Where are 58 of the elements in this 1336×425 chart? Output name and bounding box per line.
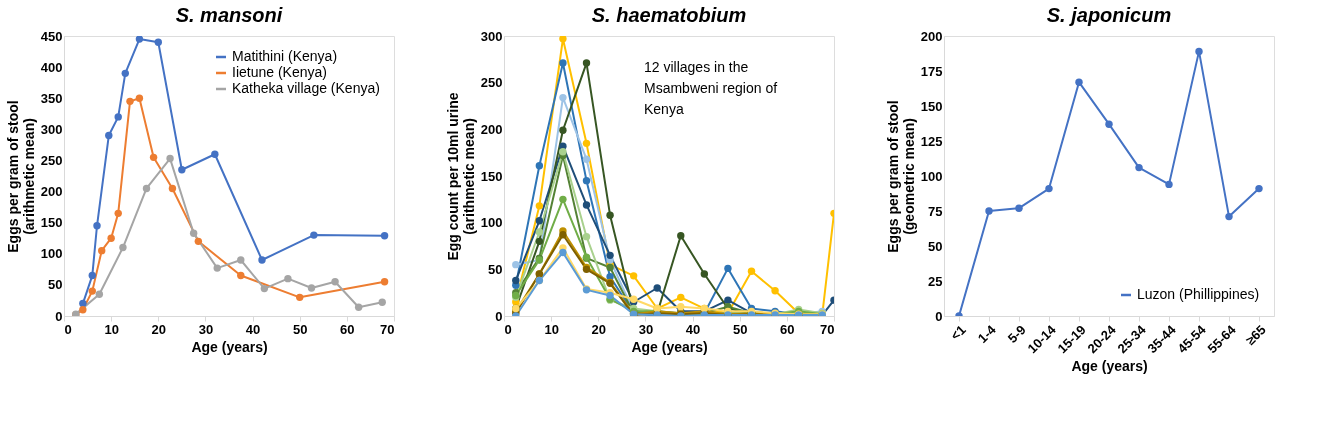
y-tick-label: 0 [495, 308, 503, 324]
x-tick-label: 40 [685, 321, 701, 337]
x-tick-label: 20 [591, 321, 607, 337]
chart-title: S. japonicum [1046, 4, 1172, 26]
y-tick-label: 0 [55, 308, 63, 324]
x-tick-label: 50 [292, 321, 308, 337]
x-tick-label: 30 [638, 321, 654, 337]
y-tick-label: 300 [40, 121, 63, 137]
y-tick-label: 75 [928, 203, 943, 219]
y-tick-label: 0 [935, 308, 943, 324]
legend-label: Katheka village (Kenya) [232, 80, 380, 96]
y-tick-label: 200 [480, 121, 503, 137]
y-axis-title: Egg count per 10ml urine (arithmetic mean) [444, 92, 477, 261]
y-tick-label: 400 [40, 59, 63, 75]
annotation: 12 villages in the Msambweni region of Kenya [644, 59, 778, 117]
x-tick-label: 20 [151, 321, 167, 337]
x-axis-title: Age (years) [1071, 358, 1148, 375]
legend-label: Matithini (Kenya) [232, 48, 338, 64]
chart-title: S. haematobium [591, 4, 747, 26]
y-tick-label: 450 [40, 28, 63, 44]
y-tick-label: 50 [48, 277, 63, 293]
x-axis-title: Age (years) [631, 338, 708, 355]
x-tick-label: 1-4 [974, 321, 1000, 346]
y-tick-label: 150 [480, 168, 503, 184]
x-tick-label: 5-9 [1004, 322, 1029, 346]
y-tick-label: 350 [40, 90, 63, 106]
chart-title: S. mansoni [175, 4, 283, 26]
x-tick-label: 50 [732, 321, 748, 337]
x-tick-label: 10 [544, 321, 559, 337]
x-tick-label: 60 [340, 321, 355, 337]
y-axis-title: Eggs per gram of stool (arithmetic mean) [4, 100, 37, 253]
y-tick-label: 150 [40, 215, 63, 231]
y-tick-label: 300 [480, 28, 503, 44]
y-tick-label: 250 [480, 75, 503, 91]
y-tick-label: 150 [920, 98, 943, 114]
x-tick-label: 40 [245, 321, 261, 337]
y-tick-label: 100 [40, 246, 63, 262]
x-tick-label: 60 [780, 321, 795, 337]
y-axis-title: Eggs per gram of stool (geometric mean) [884, 100, 917, 253]
x-tick-label: 70 [820, 321, 835, 337]
x-tick-label: 30 [198, 321, 214, 337]
x-tick-label: 10 [104, 321, 119, 337]
x-tick-label: 70 [380, 321, 395, 337]
legend-label: Iietune (Kenya) [232, 64, 327, 80]
y-tick-label: 50 [488, 261, 503, 277]
x-axis-title: Age (years) [191, 338, 268, 355]
y-tick-label: 50 [928, 238, 943, 254]
y-tick-label: 250 [40, 152, 63, 168]
y-tick-label: 175 [920, 63, 943, 79]
y-tick-label: 200 [40, 184, 63, 200]
y-tick-label: 100 [480, 215, 503, 231]
x-tick-label: ≥65 [1242, 322, 1269, 348]
y-tick-label: 25 [928, 273, 943, 289]
y-tick-label: 100 [920, 168, 943, 184]
legend-label: Luzon (Phillippines) [1137, 286, 1260, 302]
y-tick-label: 125 [920, 133, 943, 149]
y-tick-label: 200 [920, 28, 943, 44]
x-tick-label: <1 [947, 322, 969, 344]
